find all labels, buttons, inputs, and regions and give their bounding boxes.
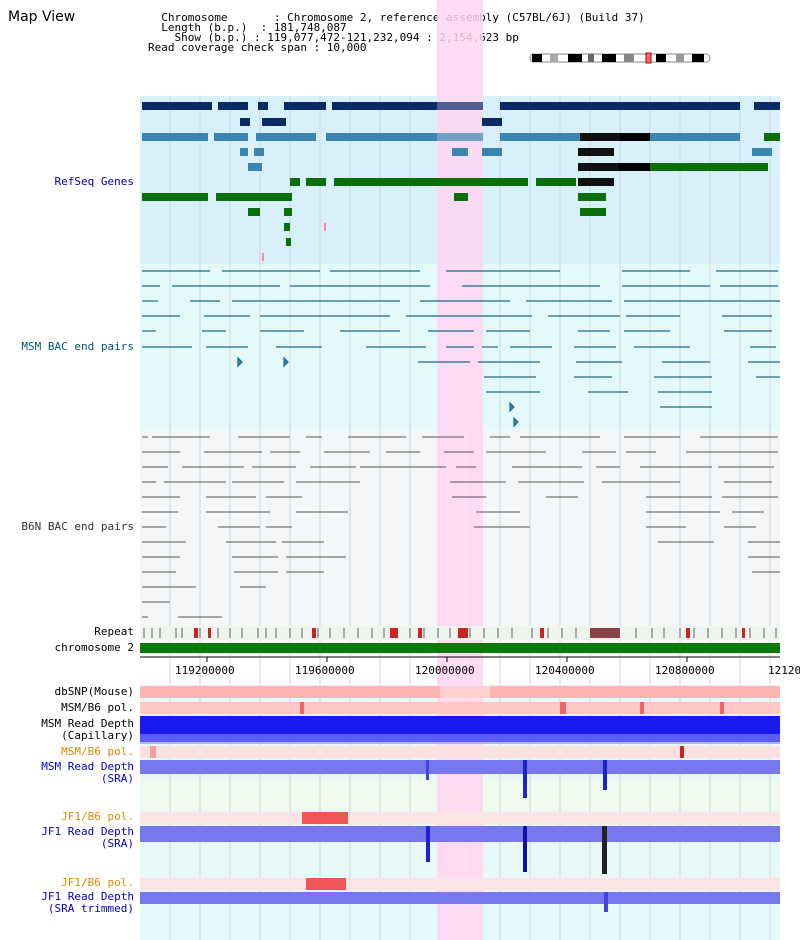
repeat-track <box>140 626 780 640</box>
label-msm-bac[interactable]: MSM BAC end pairs <box>21 340 134 353</box>
label-jf1-depth[interactable]: JF1 Read Depth <box>41 825 134 838</box>
tick-label: 119600000 <box>295 664 355 677</box>
tick-label: 12120 <box>768 664 800 677</box>
page-title: Map View <box>8 9 76 25</box>
label-jf1-trim-sub: (SRA trimmed) <box>47 902 134 915</box>
label-msm-depth-capillary[interactable]: MSM Read Depth <box>41 717 134 730</box>
tick-label: 120400000 <box>535 664 595 677</box>
jf1-trim-track <box>140 892 780 904</box>
tick-label: 120000000 <box>415 664 475 677</box>
tick-label: 119200000 <box>175 664 235 677</box>
label-msm-depth-sra-sub: (SRA) <box>100 772 134 785</box>
b6n-bac-pairs <box>142 436 780 618</box>
label-b6n-bac[interactable]: B6N BAC end pairs <box>21 520 134 533</box>
label-dbsnp[interactable]: dbSNP(Mouse) <box>54 685 134 698</box>
msm-bac-pairs <box>142 270 780 428</box>
msm-b6-pol2-track <box>140 746 780 758</box>
label-jf1-pol2[interactable]: JF1/B6 pol. <box>61 876 134 889</box>
label-jf1-depth-sub: (SRA) <box>100 837 134 850</box>
jf1-depth-track <box>140 826 780 842</box>
info-length: Length (b.p.) : 181,748,087 <box>148 21 347 34</box>
label-msm-depth-capillary-sub: (Capillary) <box>61 729 134 742</box>
label-refseq-genes[interactable]: RefSeq Genes <box>54 175 134 188</box>
label-msm-b6-pol[interactable]: MSM/B6 pol. <box>61 701 134 714</box>
label-repeat[interactable]: Repeat <box>94 625 134 638</box>
msm-b6-pol-track <box>140 702 780 714</box>
selection-highlight <box>437 0 483 940</box>
tick-label: 120800000 <box>655 664 715 677</box>
chromosome-ideogram[interactable] <box>528 52 712 64</box>
jf1-pol-track <box>140 812 780 824</box>
label-chromosome[interactable]: chromosome 2 <box>54 641 134 654</box>
label-jf1-pol[interactable]: JF1/B6 pol. <box>61 810 134 823</box>
info-coverage-span: Read coverage check span : 10,000 <box>148 41 367 54</box>
refseq-genes <box>142 102 780 261</box>
label-jf1-trim[interactable]: JF1 Read Depth <box>41 890 134 903</box>
chromosome-bar <box>140 643 780 653</box>
label-msm-depth-sra[interactable]: MSM Read Depth <box>41 760 134 773</box>
msm-depth-sra <box>140 760 780 774</box>
position-axis <box>140 656 780 662</box>
label-msm-b6-pol2[interactable]: MSM/B6 pol. <box>61 745 134 758</box>
jf1-pol2-track <box>140 878 780 890</box>
